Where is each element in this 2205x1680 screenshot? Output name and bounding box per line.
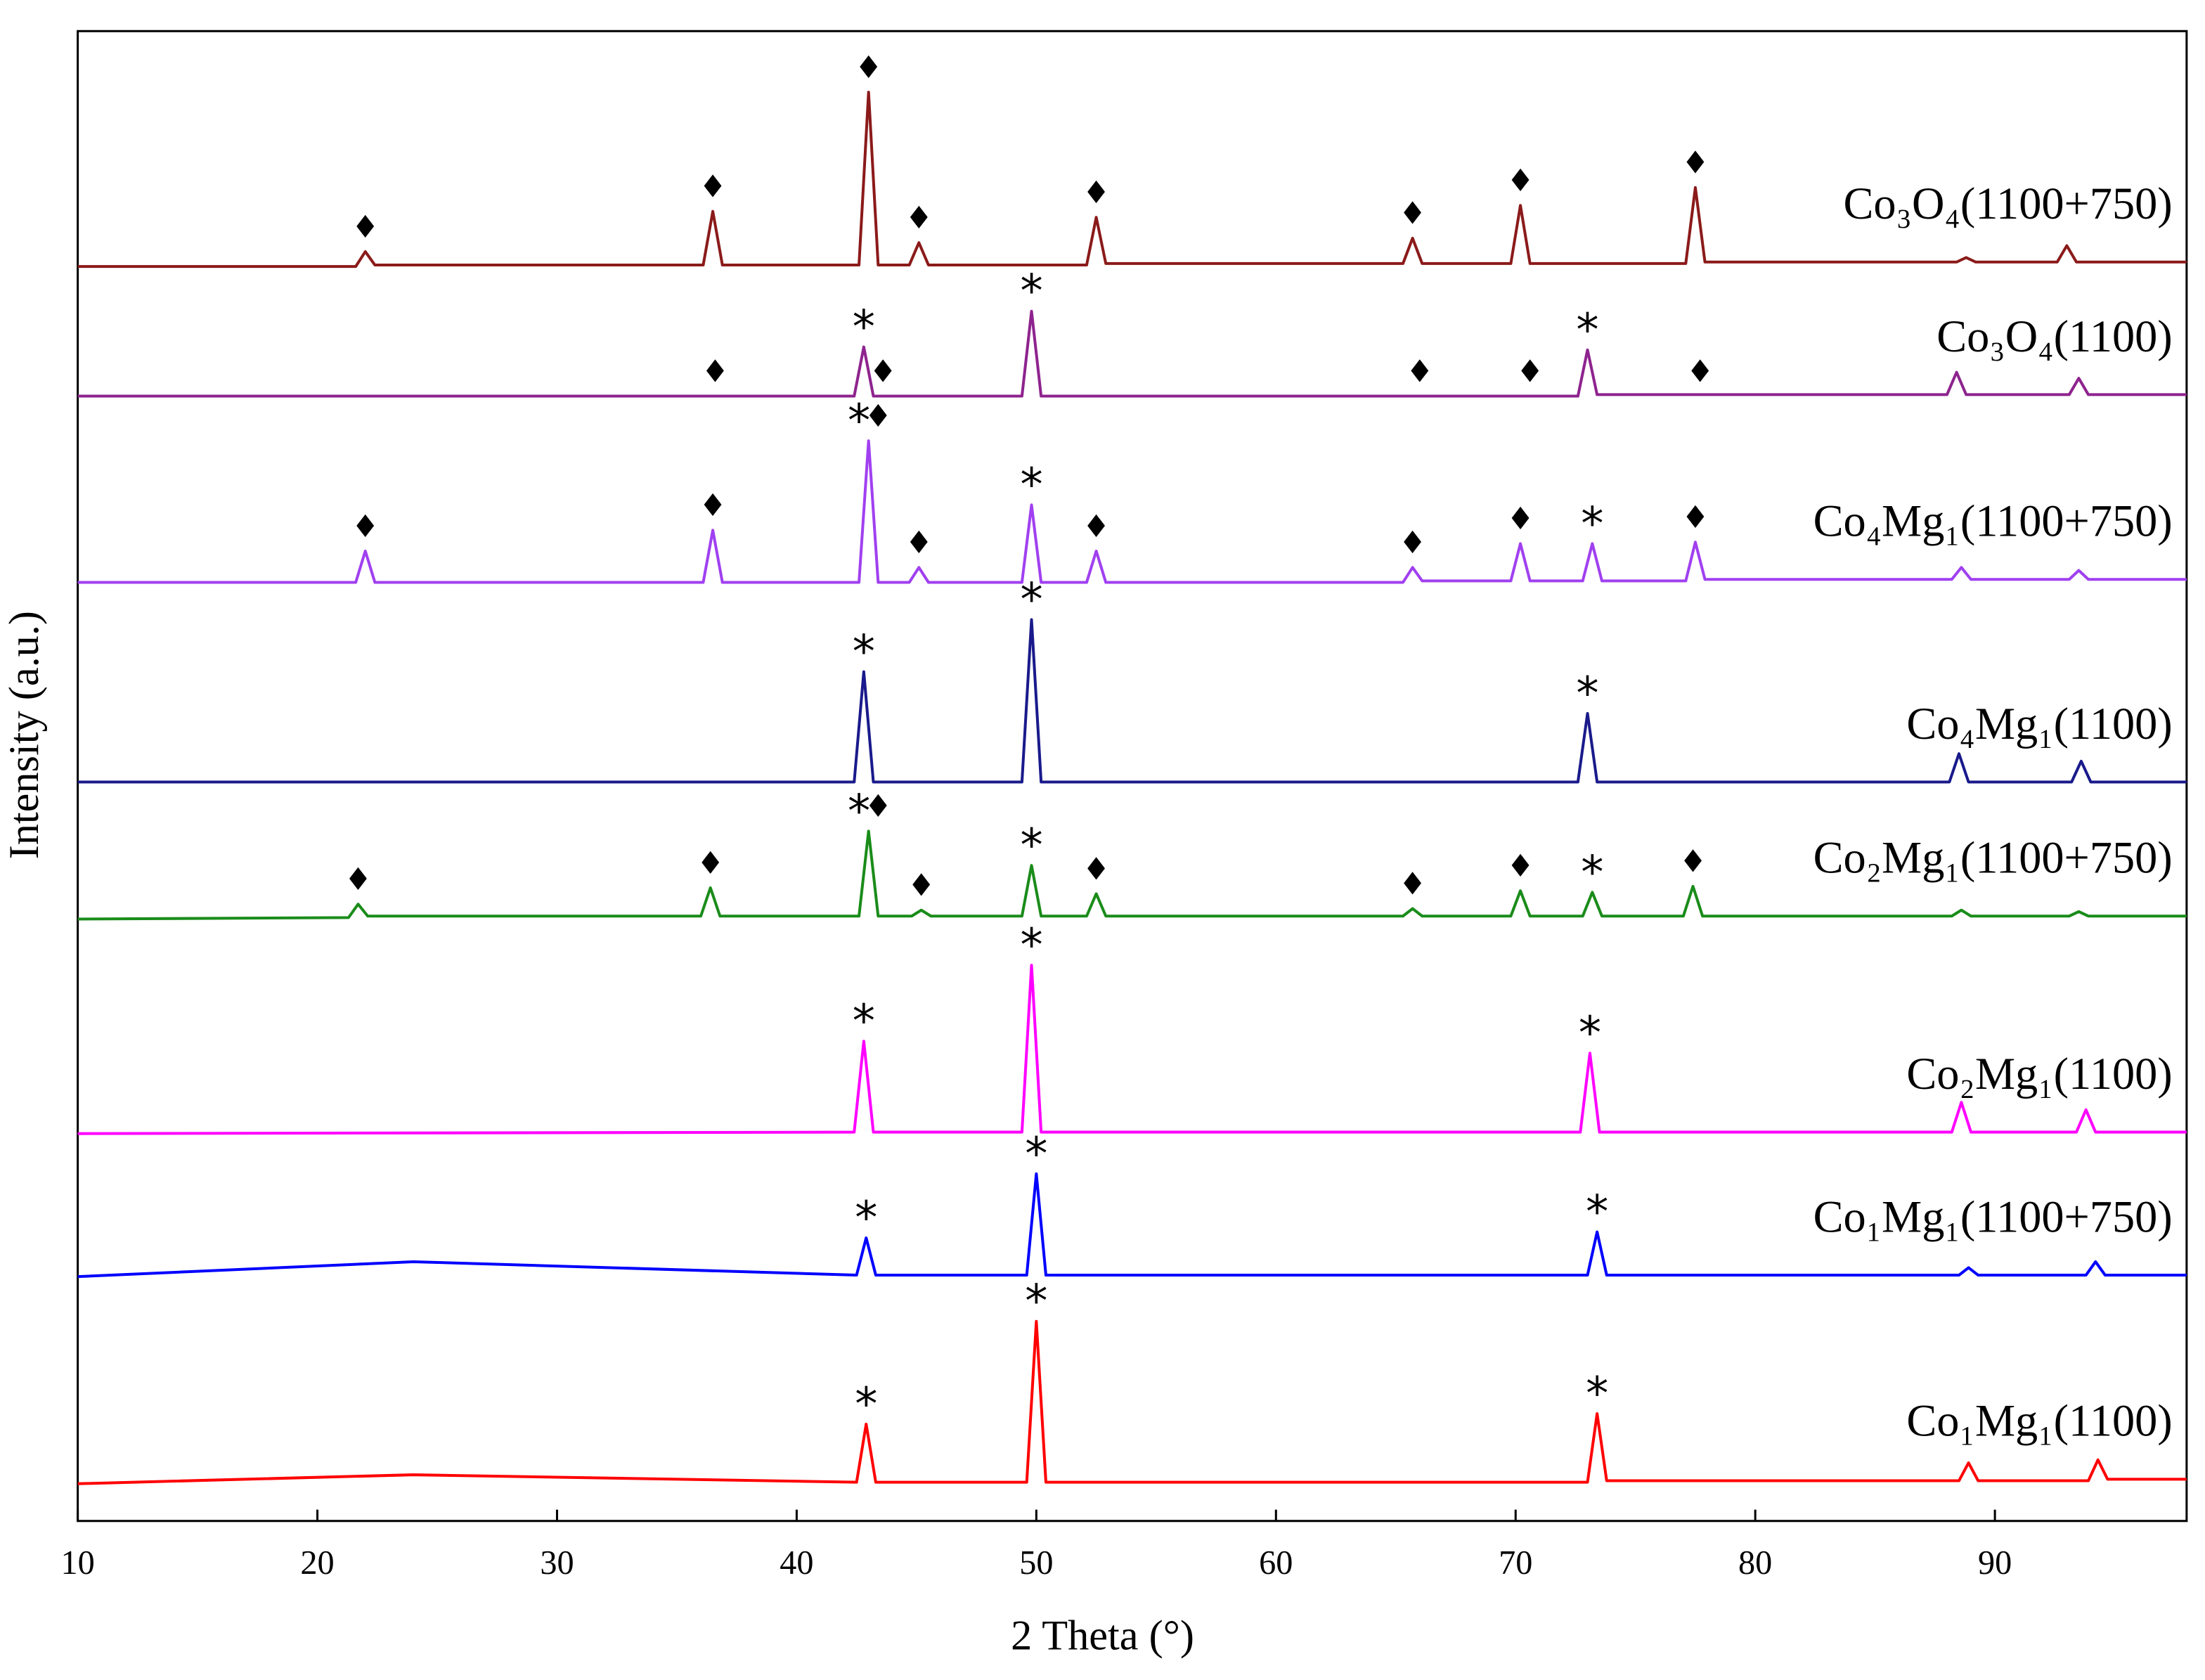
x-tick-label: 20 [300, 1544, 334, 1582]
peak-marker: * [1586, 1186, 1608, 1239]
peak-marker: ♦ [699, 169, 727, 205]
peak-marker: * [1581, 498, 1603, 550]
y-axis-label: Intensity (a.u.) [1, 611, 48, 859]
xrd-pattern [77, 1319, 2187, 1485]
x-tick-label: 50 [1019, 1544, 1053, 1582]
peak-marker: ♦ [1399, 866, 1427, 902]
series-label: Co₂Mg₁(1100+750) [1813, 833, 2173, 883]
peak-marker: * [1020, 574, 1042, 626]
peak-marker: ♦ [1399, 196, 1427, 232]
x-tick-label: 30 [540, 1544, 574, 1582]
peak-marker: * [853, 995, 875, 1048]
peak-marker: * [1020, 820, 1042, 872]
peak-marker: ♦ [1082, 175, 1111, 211]
peak-marker: ♦ [344, 862, 373, 898]
peak-marker: * [848, 785, 870, 838]
x-tick-label: 40 [780, 1544, 813, 1582]
xrd-pattern [77, 439, 2187, 584]
series-label: Co₁Mg₁(1100) [1906, 1396, 2172, 1446]
peak-marker: * [1020, 265, 1042, 318]
peak-marker: ♦ [1406, 354, 1434, 389]
series-label: Co₄Mg₁(1100) [1906, 699, 2172, 749]
peak-marker: ♦ [701, 354, 730, 389]
peak-marker: ♦ [905, 525, 933, 561]
xrd-pattern [77, 309, 2187, 398]
peak-marker: * [1020, 459, 1042, 512]
peak-marker: ♦ [1506, 848, 1534, 884]
peak-marker: ♦ [351, 509, 380, 545]
peak-marker: * [1581, 846, 1603, 899]
x-axis-label: 2 Theta (°) [1011, 1613, 1194, 1660]
peak-marker: * [1020, 919, 1042, 972]
peak-marker: ♦ [697, 846, 725, 881]
peak-marker: ♦ [351, 209, 380, 245]
series-label: Co₄Mg₁(1100+750) [1813, 496, 2173, 546]
peak-marker: ♦ [1679, 844, 1707, 880]
peak-marker: ♦ [907, 868, 936, 904]
peak-marker: * [855, 1378, 877, 1430]
peak-marker: ♦ [865, 399, 893, 434]
series-label: Co₁Mg₁(1100+750) [1813, 1191, 2173, 1241]
peak-marker: ♦ [1686, 354, 1714, 389]
series-label: Co₃O₄(1100+750) [1843, 179, 2172, 228]
xrd-pattern [77, 618, 2187, 784]
peak-marker: ♦ [1506, 163, 1534, 199]
peak-marker: ♦ [699, 488, 727, 524]
peak-marker: ♦ [869, 354, 897, 389]
peak-marker: * [1025, 1127, 1047, 1180]
x-tick-label: 80 [1738, 1544, 1772, 1582]
xrd-pattern [77, 91, 2187, 269]
peak-marker: ♦ [1506, 501, 1534, 537]
xrd-pattern [77, 829, 2187, 921]
xrd-pattern [77, 1172, 2187, 1279]
peak-marker: ♦ [905, 200, 933, 236]
peak-marker: * [855, 1191, 877, 1244]
xrd-pattern [77, 964, 2187, 1135]
peak-marker: ♦ [1082, 509, 1111, 545]
peak-marker: * [1579, 1007, 1601, 1060]
x-tick-label: 10 [60, 1544, 94, 1582]
peak-marker: ♦ [855, 50, 883, 86]
peak-marker: ♦ [865, 789, 893, 825]
x-tick-label: 70 [1499, 1544, 1532, 1582]
peak-marker: * [1576, 667, 1598, 720]
peak-marker: * [1576, 304, 1598, 356]
plot-frame [77, 30, 2188, 1523]
series-label: Co₂Mg₁(1100) [1906, 1049, 2172, 1099]
peak-marker: * [848, 395, 870, 448]
x-tick-label: 90 [1978, 1544, 2012, 1582]
peak-marker: ♦ [1399, 525, 1427, 561]
peak-marker: ♦ [1516, 354, 1544, 389]
peak-marker: ♦ [1681, 500, 1709, 536]
peak-marker: * [853, 626, 875, 678]
peak-marker: * [853, 301, 875, 354]
peak-marker: * [1025, 1275, 1047, 1328]
x-tick-label: 60 [1259, 1544, 1293, 1582]
peak-marker: ♦ [1681, 146, 1709, 181]
series-label: Co₃O₄(1100) [1936, 311, 2173, 361]
peak-marker: ♦ [1082, 851, 1111, 887]
peak-marker: * [1586, 1368, 1608, 1421]
